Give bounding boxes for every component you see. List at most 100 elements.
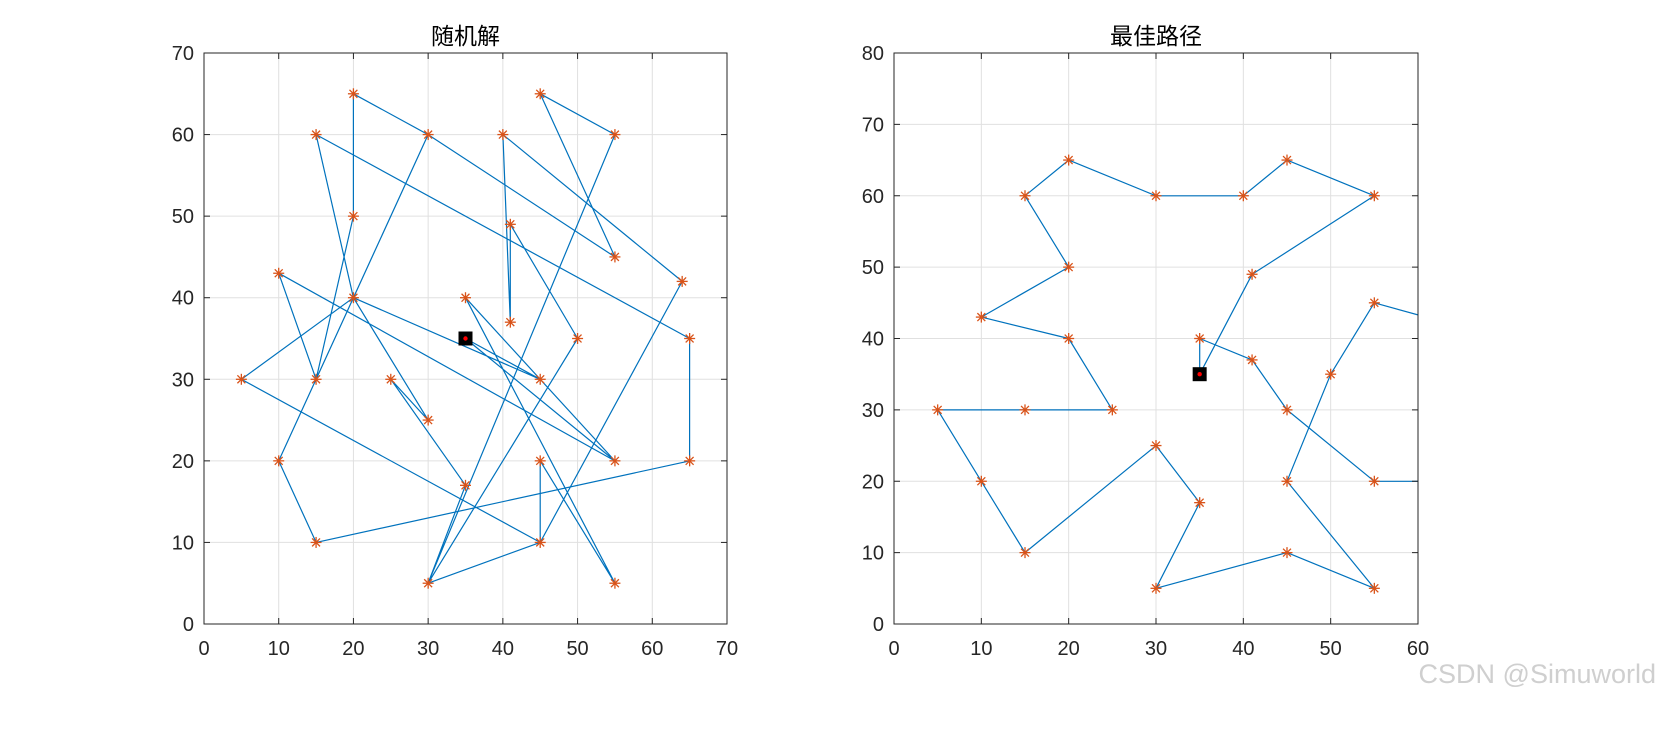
chart-title: 最佳路径: [1110, 24, 1202, 50]
start-dot: [1197, 371, 1202, 377]
start-dot: [463, 336, 468, 341]
city-marker: [534, 455, 546, 467]
city-marker: [497, 129, 509, 141]
city-marker: [534, 536, 546, 548]
x-tick-label: 10: [970, 638, 992, 660]
city-marker: [1194, 497, 1206, 509]
city-marker: [975, 311, 987, 323]
axes-box: [203, 52, 728, 625]
y-tick-label: 50: [172, 206, 194, 228]
city-marker: [1368, 190, 1380, 202]
city-marker: [1281, 404, 1293, 416]
city-marker: [1150, 190, 1162, 202]
city-marker: [1019, 190, 1031, 202]
x-tick-label: 50: [566, 638, 588, 660]
csdn-watermark: CSDN @Simuworld: [1418, 659, 1656, 689]
city-marker: [609, 577, 621, 589]
x-tick-label: 30: [417, 638, 439, 660]
city-marker: [676, 275, 688, 287]
y-tick-label: 50: [862, 257, 884, 279]
y-tick-label: 60: [172, 125, 194, 147]
city-marker: [347, 210, 359, 222]
x-tick-label: 70: [716, 638, 738, 660]
x-tick-label: 60: [641, 638, 663, 660]
city-marker: [460, 479, 471, 491]
city-marker: [975, 475, 987, 487]
city-marker: [609, 129, 621, 141]
city-marker: [1368, 297, 1380, 309]
city-marker: [1106, 404, 1118, 416]
city-marker: [1150, 440, 1162, 452]
city-marker: [684, 333, 696, 344]
city-marker: [504, 316, 516, 328]
y-tick-label: 10: [862, 543, 884, 565]
y-tick-label: 0: [873, 614, 884, 636]
city-marker: [1281, 475, 1293, 487]
x-tick-label: 20: [342, 638, 364, 660]
city-marker: [1019, 404, 1031, 416]
city-marker: [1150, 582, 1162, 594]
city-marker: [1246, 268, 1258, 280]
x-tick-label: 40: [492, 638, 514, 660]
city-marker: [609, 251, 621, 263]
x-tick-label: 30: [1145, 638, 1167, 660]
city-marker: [422, 414, 434, 426]
city-marker: [932, 404, 944, 416]
random-solution-panel: 0 10 20 30 40 50 60 70 0 10 20 30 40 50 60 70 随机解: [172, 24, 738, 660]
route-line: [1199, 337, 1418, 482]
city-marker: [684, 455, 696, 467]
city-marker: [310, 536, 322, 548]
chart-title: 随机解: [431, 24, 500, 50]
y-tick-label: 10: [172, 532, 194, 554]
x-tick-label: 40: [1232, 638, 1254, 660]
best-path-panel: 0 10 20 30 40 50 60 0 10 20 30 40 50 60 70 80 最佳路径: [862, 24, 1429, 660]
y-tick-label: 40: [172, 288, 194, 310]
x-tick-label: 10: [268, 638, 290, 660]
y-tick-label: 30: [172, 369, 194, 391]
city-marker: [1325, 368, 1337, 380]
y-tick-label: 30: [862, 400, 884, 422]
y-tick-label: 70: [862, 114, 884, 136]
data-layer: [235, 88, 696, 589]
city-marker: [1019, 547, 1031, 559]
y-tick-label: 80: [862, 43, 884, 65]
y-tick-label: 40: [862, 329, 884, 351]
city-marker: [460, 292, 471, 304]
x-tick-label: 0: [198, 638, 209, 660]
city-marker: [1281, 154, 1293, 166]
city-marker: [1281, 547, 1293, 559]
city-marker: [235, 373, 247, 385]
city-marker: [273, 455, 285, 467]
city-marker: [422, 577, 434, 589]
y-tick-label: 20: [862, 471, 884, 493]
x-tick-label: 0: [888, 638, 899, 660]
city-marker: [347, 292, 359, 304]
data-layer: [932, 154, 1418, 594]
city-marker: [347, 88, 359, 100]
x-tick-label: 20: [1058, 638, 1080, 660]
y-tick-label: 70: [172, 43, 194, 65]
city-marker: [1063, 333, 1075, 344]
city-marker: [1194, 333, 1206, 344]
city-marker: [273, 267, 285, 279]
city-marker: [1368, 475, 1380, 487]
x-tick-label: 50: [1320, 638, 1342, 660]
city-marker: [310, 129, 322, 141]
city-marker: [1063, 154, 1075, 166]
y-tick-label: 0: [183, 614, 194, 636]
city-marker: [422, 129, 434, 141]
city-marker: [1246, 354, 1258, 366]
route-line: [240, 93, 691, 584]
city-marker: [534, 88, 546, 100]
city-marker: [1237, 190, 1249, 202]
city-marker: [1368, 582, 1380, 594]
city-marker: [385, 373, 397, 385]
y-tick-label: 60: [862, 186, 884, 208]
city-marker: [310, 373, 322, 385]
city-marker: [609, 455, 621, 467]
city-marker: [504, 218, 516, 230]
x-tick-label: 60: [1407, 638, 1429, 660]
city-marker: [534, 373, 546, 385]
city-marker: [1063, 261, 1075, 273]
